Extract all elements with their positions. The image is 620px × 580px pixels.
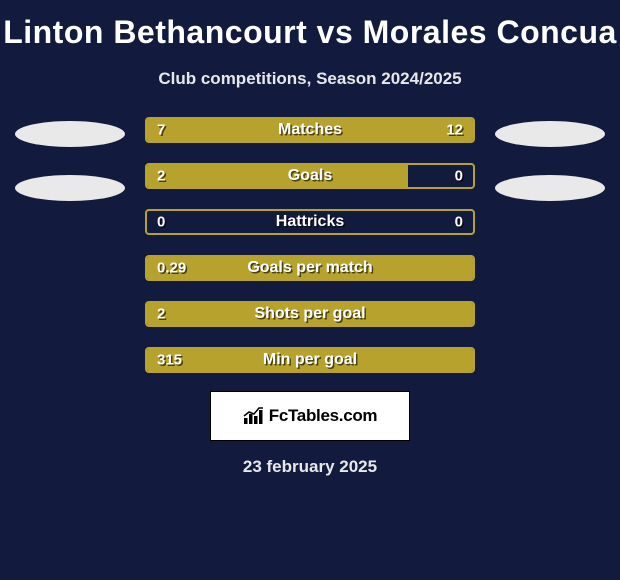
metric-right-value: 12: [446, 122, 463, 139]
bar-left-fill: [147, 119, 277, 141]
metric-row: 315 Min per goal: [145, 347, 475, 373]
player-badge: [15, 175, 125, 201]
subtitle: Club competitions, Season 2024/2025: [158, 69, 461, 89]
metric-label: Matches: [278, 121, 342, 139]
page-title: Linton Bethancourt vs Morales Concua: [3, 14, 617, 51]
chart-icon: [243, 407, 265, 425]
metric-right-value: 0: [455, 214, 463, 231]
metric-row: 7 12 Matches: [145, 117, 475, 143]
metric-row: 0 0 Hattricks: [145, 209, 475, 235]
metric-left-value: 7: [157, 122, 165, 139]
fctables-logo[interactable]: FcTables.com: [210, 391, 410, 441]
right-player-badges: [495, 117, 605, 201]
metric-row: 2 Shots per goal: [145, 301, 475, 327]
comparison-chart: 7 12 Matches 2 0 Goals 0 0 Hattricks 0.29 Goals pe…: [0, 117, 620, 373]
left-player-badges: [15, 117, 125, 201]
metric-label: Hattricks: [276, 213, 344, 231]
metric-label: Min per goal: [263, 351, 357, 369]
metric-label: Goals: [288, 167, 332, 185]
metric-bars: 7 12 Matches 2 0 Goals 0 0 Hattricks 0.29 Goals pe…: [145, 117, 475, 373]
logo-text: FcTables.com: [269, 406, 378, 426]
metric-label: Shots per goal: [254, 305, 365, 323]
player-badge: [15, 121, 125, 147]
metric-left-value: 2: [157, 168, 165, 185]
metric-row: 2 0 Goals: [145, 163, 475, 189]
metric-left-value: 315: [157, 352, 182, 369]
date-label: 23 february 2025: [243, 457, 377, 477]
player-badge: [495, 121, 605, 147]
bar-left-fill: [147, 165, 408, 187]
metric-left-value: 0.29: [157, 260, 186, 277]
metric-row: 0.29 Goals per match: [145, 255, 475, 281]
metric-right-value: 0: [455, 168, 463, 185]
metric-left-value: 0: [157, 214, 165, 231]
metric-label: Goals per match: [247, 259, 372, 277]
player-badge: [495, 175, 605, 201]
metric-left-value: 2: [157, 306, 165, 323]
